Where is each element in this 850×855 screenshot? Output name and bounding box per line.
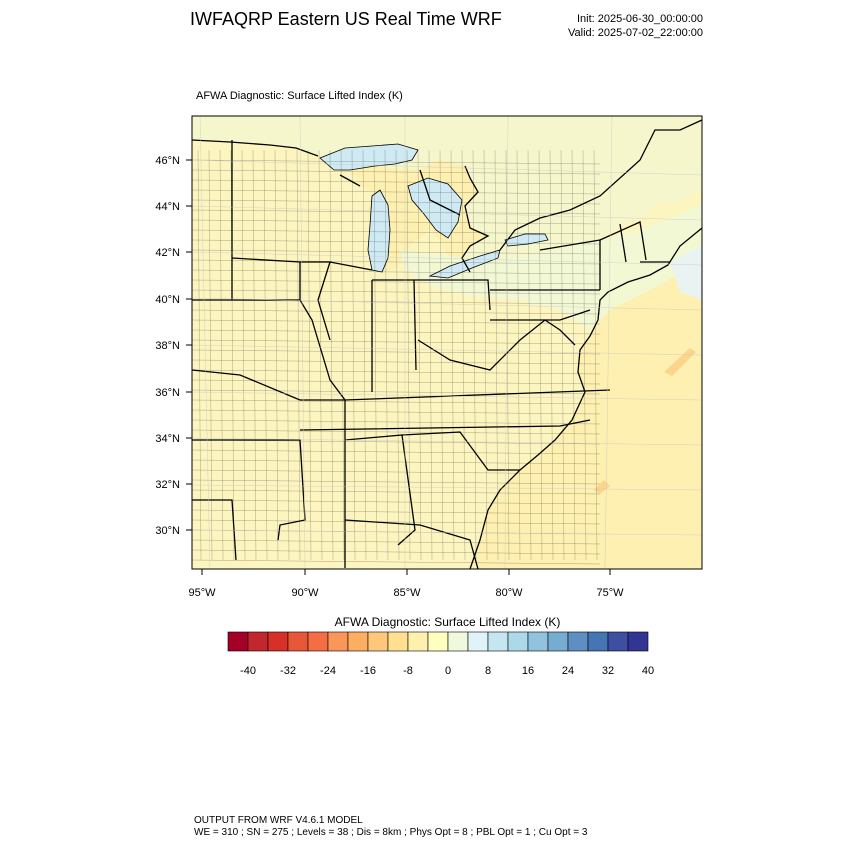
lon-label: 90°W [291,587,319,599]
colorbar-tick-label: -24 [320,665,336,677]
colorbar-tick-label: -40 [240,665,256,677]
lat-label: 44°N [155,201,180,213]
field-title: AFWA Diagnostic: Surface Lifted Index (K… [196,90,403,102]
colorbar-tick-label: 8 [485,665,491,677]
colorbar-tick-label: 0 [445,665,451,677]
colorbar-swatch [547,631,569,652]
colorbar-swatch [467,631,489,652]
lat-labels: 30°N 32°N 34°N 36°N 38°N 40°N 42°N 44°N … [155,155,180,537]
lat-label: 38°N [155,340,180,352]
colorbar-tick-labels: -40 -32 -24 -16 -8 0 8 16 24 32 40 [240,665,654,677]
colorbar-tick-label: -8 [403,665,413,677]
colorbar [227,631,649,652]
lake-ontario [504,233,549,247]
colorbar-swatch [347,631,369,652]
colorbar-swatch [427,631,449,652]
lat-label: 40°N [155,294,180,306]
colorbar-tick-label: 24 [562,665,574,677]
coastline [469,227,702,569]
colorbar-swatch [307,631,329,652]
colorbar-swatch [607,631,629,652]
lon-label: 95°W [188,587,216,599]
colorbar-swatch [507,631,529,652]
offshore-streak-2 [594,480,610,494]
county-boundaries [192,149,601,565]
offshore-streak [664,348,696,376]
colorbar-swatch [447,631,469,652]
lat-label: 32°N [155,479,180,491]
graticule [192,116,702,569]
valid-time: Valid: 2025-07-02_22:00:00 [568,27,703,39]
colorbar-tick-label: -16 [360,665,376,677]
model-config: WE = 310 ; SN = 275 ; Levels = 38 ; Dis … [194,827,588,838]
colorbar-title: AFWA Diagnostic: Surface Lifted Index (K… [334,615,561,629]
model-info: OUTPUT FROM WRF V4.6.1 MODEL [194,815,363,826]
colorbar-swatch [227,631,249,652]
init-time: Init: 2025-06-30_00:00:00 [577,13,703,25]
lon-labels: 95°W 90°W 85°W 80°W 75°W [188,587,624,599]
lon-label: 85°W [393,587,421,599]
page-title: IWFAQRP Eastern US Real Time WRF [190,9,502,29]
map-frame [191,115,703,570]
colorbar-tick-label: -32 [280,665,296,677]
lon-ticks [201,569,611,575]
lat-label: 36°N [155,387,180,399]
us-land [192,140,702,569]
colorbar-swatch [487,631,509,652]
lat-ticks [186,159,192,531]
lon-label: 75°W [596,587,624,599]
colorbar-swatch [287,631,309,652]
colorbar-swatch [527,631,549,652]
lat-label: 30°N [155,525,180,537]
colorbar-swatch [267,631,289,652]
canada-border [192,119,702,273]
colorbar-swatch [587,631,609,652]
lake-superior [319,143,419,171]
colorbar-swatch [387,631,409,652]
canada-land [192,116,702,272]
colorbar-swatch [567,631,589,652]
offshore-patch [670,245,702,300]
colorbar-swatch [327,631,349,652]
colorbar-swatch [247,631,269,652]
colorbar-swatch [627,631,649,652]
lat-label: 46°N [155,155,180,167]
lake-huron [407,177,463,239]
lon-label: 80°W [495,587,523,599]
state-boundaries [192,140,670,569]
lake-michigan [367,189,391,273]
colorbar-swatch [367,631,389,652]
lat-label: 42°N [155,247,180,259]
colorbar-swatch [407,631,429,652]
colorbar-tick-label: 32 [602,665,614,677]
colorbar-tick-label: 40 [642,665,654,677]
colorbar-tick-label: 16 [522,665,534,677]
lat-label: 34°N [155,433,180,445]
